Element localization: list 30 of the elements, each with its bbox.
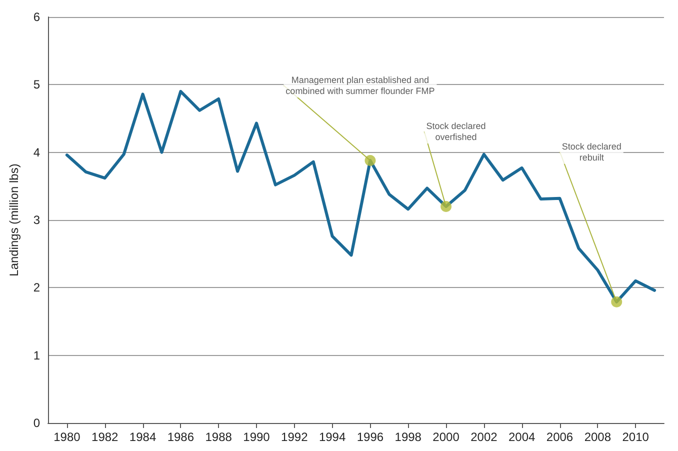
y-tick-label: 6 [33,10,40,24]
y-tick-label: 2 [33,280,40,295]
x-tick-label: 1980 [54,430,81,444]
x-tick-label: 1982 [92,430,119,444]
x-tick-label: 1986 [167,430,194,444]
y-tick-label: 1 [33,348,40,362]
x-tick-label: 1988 [205,430,232,444]
x-tick-label: 1996 [356,430,384,444]
y-tick-label: 3 [33,213,40,227]
x-tick-label: 2004 [508,430,536,444]
x-tick-label: 1994 [318,430,346,444]
x-tick-label: 2000 [432,430,460,444]
y-tick-label: 5 [33,78,40,92]
annotation: Management plan established and combined with summer flounder FMP [286,74,435,96]
x-tick-label: 2006 [546,430,574,444]
x-tick-label: 2002 [470,430,498,444]
x-tick-label: 2008 [584,430,612,444]
x-tick-label: 1984 [129,430,156,444]
y-tick-label: 0 [33,416,40,430]
point [440,200,452,212]
x-tick-label: 1992 [281,430,308,444]
annotation: Stock declared rebuilt [562,141,622,162]
point [611,296,622,308]
annotation: Stock declared overfished [426,120,486,142]
y-axis-title: Landings (million lbs) [7,164,21,276]
y-tick-label: 4 [33,145,40,160]
point [364,154,376,166]
x-tick-label: 2010 [622,430,650,444]
x-tick-label: 1990 [243,430,270,444]
x-tick-label: 1998 [394,430,422,444]
